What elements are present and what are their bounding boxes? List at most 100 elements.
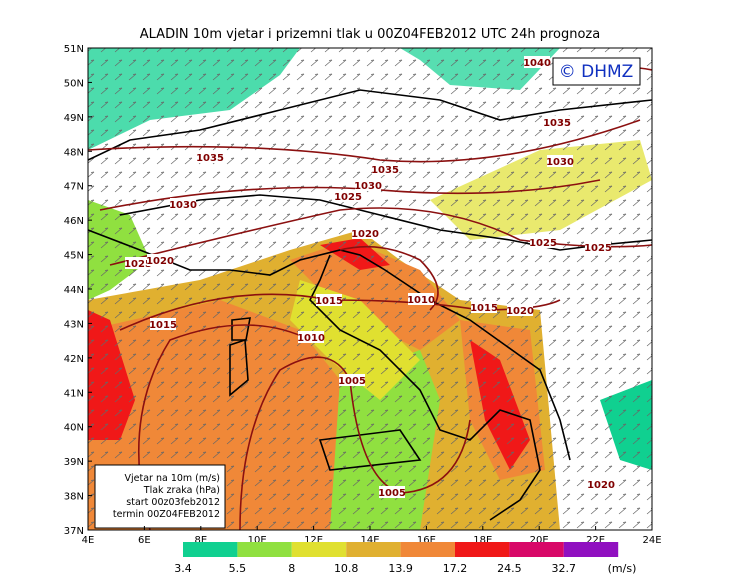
isobar-label-bg bbox=[170, 198, 196, 210]
isobar-label: 1020 bbox=[587, 480, 615, 491]
isobar-label: 1030 bbox=[546, 157, 574, 168]
axes: 51N 50N 49N 48N 47N 46N 45N 44N 43N 42N 41N 40N 39N 3… bbox=[64, 44, 662, 546]
isobar-label: 1035 bbox=[371, 165, 399, 176]
colorbar-swatch bbox=[455, 542, 510, 557]
colorbar-swatch bbox=[509, 542, 564, 557]
lat-label: 45N bbox=[64, 251, 84, 262]
isobar-label-bg bbox=[339, 374, 365, 386]
isobar-label-bg bbox=[585, 241, 611, 253]
isobar-label-bg bbox=[372, 163, 398, 175]
isobar-label: 1025 bbox=[124, 259, 152, 270]
lon-label: 8E bbox=[194, 535, 207, 546]
legend-line: start 00z03feb2012 bbox=[126, 497, 220, 508]
colorbar-value: 24.5 bbox=[497, 562, 522, 575]
lat-label: 38N bbox=[64, 492, 84, 503]
lon-label: 10E bbox=[248, 535, 267, 546]
legend: Vjetar na 10m (m/s)Tlak zraka (hPa)start… bbox=[113, 473, 220, 520]
colorbar-value: 5.5 bbox=[229, 562, 247, 575]
colorbar-unit: (m/s) bbox=[608, 562, 637, 575]
colorbar-value: 17.2 bbox=[443, 562, 468, 575]
legend-line: termin 00Z04FEB2012 bbox=[113, 509, 220, 520]
lat-label: 49N bbox=[64, 113, 84, 124]
lat-label: 43N bbox=[64, 319, 84, 330]
isobar-label: 1030 bbox=[354, 181, 382, 192]
isobar-label-bg bbox=[544, 116, 570, 128]
lat-label: 50N bbox=[64, 78, 84, 89]
isobar-label-bg bbox=[316, 294, 342, 306]
isobar-label-bg bbox=[530, 236, 556, 248]
isobar-label-bg bbox=[408, 293, 434, 305]
isobar-label: 1030 bbox=[169, 200, 197, 211]
title: ALADIN 10m vjetar i prizemni tlak u 00Z0… bbox=[140, 27, 600, 42]
lat-label: 47N bbox=[64, 182, 84, 193]
lon-label: 16E bbox=[417, 535, 436, 546]
isobar-label-bg bbox=[352, 227, 378, 239]
isobar-label: 1020 bbox=[351, 229, 379, 240]
isobar-label-bg bbox=[298, 331, 324, 343]
isobar-label: 1015 bbox=[149, 320, 177, 331]
isobar-label-bg bbox=[524, 56, 550, 68]
lon-label: 18E bbox=[473, 535, 492, 546]
isobar-label-bg bbox=[335, 190, 361, 202]
colorbar-swatch bbox=[237, 542, 292, 557]
logo: © DHMZ bbox=[559, 62, 634, 82]
colorbar: 3.4 5.5 8 10.8 13.9 17.2 24.5 32.7 (m/s) bbox=[174, 542, 636, 575]
legend-line: Tlak zraka (hPa) bbox=[143, 485, 220, 496]
isobar-label: 1025 bbox=[529, 238, 557, 249]
lon-label: 12E bbox=[304, 535, 323, 546]
isobar-label: 1025 bbox=[334, 192, 362, 203]
isobar-label: 1040 bbox=[523, 58, 551, 69]
colorbar-swatch bbox=[291, 542, 347, 557]
legend-box bbox=[94, 464, 226, 529]
legend-line: Vjetar na 10m (m/s) bbox=[125, 473, 221, 484]
lat-label: 37N bbox=[64, 526, 84, 537]
isobar-label-bg bbox=[150, 318, 176, 330]
logo-box bbox=[552, 57, 641, 86]
isobar-label: 1025 bbox=[584, 243, 612, 254]
lon-label: 4E bbox=[82, 535, 95, 546]
isobar-label: 1020 bbox=[506, 306, 534, 317]
lon-label: 14E bbox=[360, 535, 379, 546]
isobar-label-bg bbox=[507, 304, 533, 316]
lat-label: 51N bbox=[64, 44, 84, 55]
isobar-label: 1005 bbox=[338, 376, 366, 387]
isobar-label: 1035 bbox=[543, 118, 571, 129]
colorbar-swatch bbox=[346, 542, 401, 557]
colorbar-swatch bbox=[563, 542, 619, 557]
lat-label: 42N bbox=[64, 354, 84, 365]
lon-label: 6E bbox=[138, 535, 151, 546]
lon-label: 24E bbox=[642, 535, 661, 546]
isobar-label-bg bbox=[355, 179, 381, 191]
lat-label: 41N bbox=[64, 388, 84, 399]
colorbar-value: 3.4 bbox=[174, 562, 192, 575]
isobar-label: 1015 bbox=[470, 303, 498, 314]
colorbar-value: 8 bbox=[288, 562, 295, 575]
isobar-label: 1015 bbox=[315, 296, 343, 307]
isobar-label-bg bbox=[147, 254, 173, 266]
isobar-label-bg bbox=[125, 257, 151, 269]
colorbar-value: 13.9 bbox=[388, 562, 413, 575]
lat-label: 44N bbox=[64, 285, 84, 296]
colorbar-value: 32.7 bbox=[552, 562, 577, 575]
colorbar-swatch bbox=[183, 542, 238, 557]
isobar-label-bg bbox=[547, 155, 573, 167]
isobar-label-bg bbox=[471, 301, 497, 313]
lat-label: 48N bbox=[64, 147, 84, 158]
isobar-label-bg bbox=[379, 486, 405, 498]
isobar-label-bg bbox=[588, 478, 614, 490]
isobar-label-bg bbox=[197, 151, 223, 163]
isobar-label: 1010 bbox=[407, 295, 435, 306]
isobar-label: 1020 bbox=[146, 256, 174, 267]
isobar-labels: 1040103510351035103010301030102510251020… bbox=[124, 56, 615, 499]
colorbar-value: 10.8 bbox=[334, 562, 359, 575]
lat-label: 46N bbox=[64, 216, 84, 227]
colorbar-swatch bbox=[400, 542, 455, 557]
lat-label: 40N bbox=[64, 423, 84, 434]
lon-label: 22E bbox=[586, 535, 605, 546]
isobar-label: 1005 bbox=[378, 488, 406, 499]
lon-label: 20E bbox=[530, 535, 549, 546]
isobar-label: 1010 bbox=[297, 333, 325, 344]
isobar-label: 1035 bbox=[196, 153, 224, 164]
lat-label: 39N bbox=[64, 457, 84, 468]
